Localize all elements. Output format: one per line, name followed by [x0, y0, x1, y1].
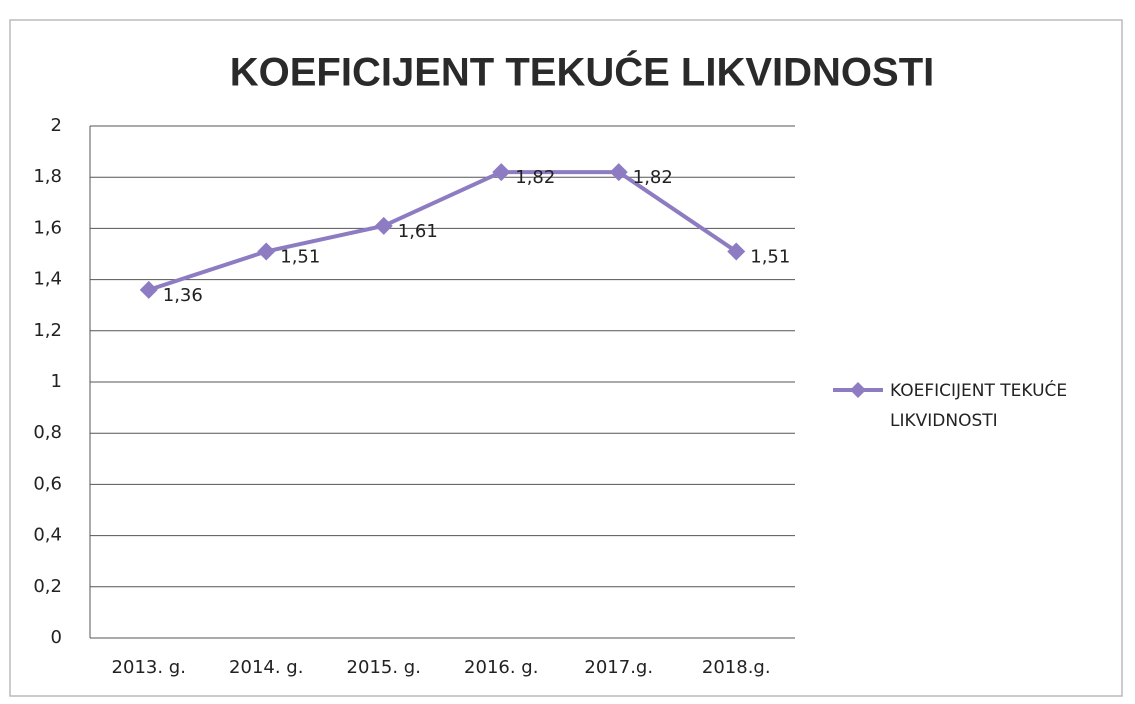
series-line [148, 170, 738, 292]
legend-label: KOEFICIJENT TEKUĆE LIKVIDNOSTI [890, 381, 1068, 431]
marker [374, 216, 393, 235]
data-label: 1,51 [280, 246, 320, 267]
x-tick-label: 2016. g. [464, 657, 538, 678]
x-tick-label: 2015. g. [347, 657, 421, 678]
y-tick-label: 1,8 [33, 166, 62, 187]
chart-title: KOEFICIJENT TEKUĆE LIKVIDNOSTI [230, 49, 935, 95]
y-tick-label: 1,6 [33, 217, 62, 238]
marker [492, 163, 511, 182]
y-tick-label: 0,8 [33, 422, 62, 443]
y-tick-label: 2 [51, 115, 62, 136]
x-tick-label: 2018.g. [702, 657, 771, 678]
marker [257, 242, 276, 261]
data-label: 1,51 [750, 246, 790, 267]
marker [609, 163, 628, 182]
data-label: 1,61 [398, 221, 438, 242]
data-label: 1,36 [163, 285, 203, 306]
x-tick-label: 2014. g. [229, 657, 303, 678]
data-label: 1,82 [633, 167, 673, 188]
marker [139, 280, 158, 299]
y-tick-label: 0,4 [33, 525, 62, 546]
chart-frame [9, 19, 1123, 697]
data-label: 1,82 [515, 167, 555, 188]
legend-marker [850, 382, 866, 398]
y-tick-label: 1,4 [33, 269, 62, 290]
y-tick-label: 0,2 [33, 576, 62, 597]
x-tick-label: 2017.g. [584, 657, 653, 678]
x-tick-label: 2013. g. [112, 657, 186, 678]
y-tick-label: 1,2 [33, 320, 62, 341]
y-tick-label: 0 [51, 627, 62, 648]
y-tick-label: 1 [51, 371, 62, 392]
y-tick-label: 0,6 [33, 473, 62, 494]
marker [727, 242, 746, 261]
